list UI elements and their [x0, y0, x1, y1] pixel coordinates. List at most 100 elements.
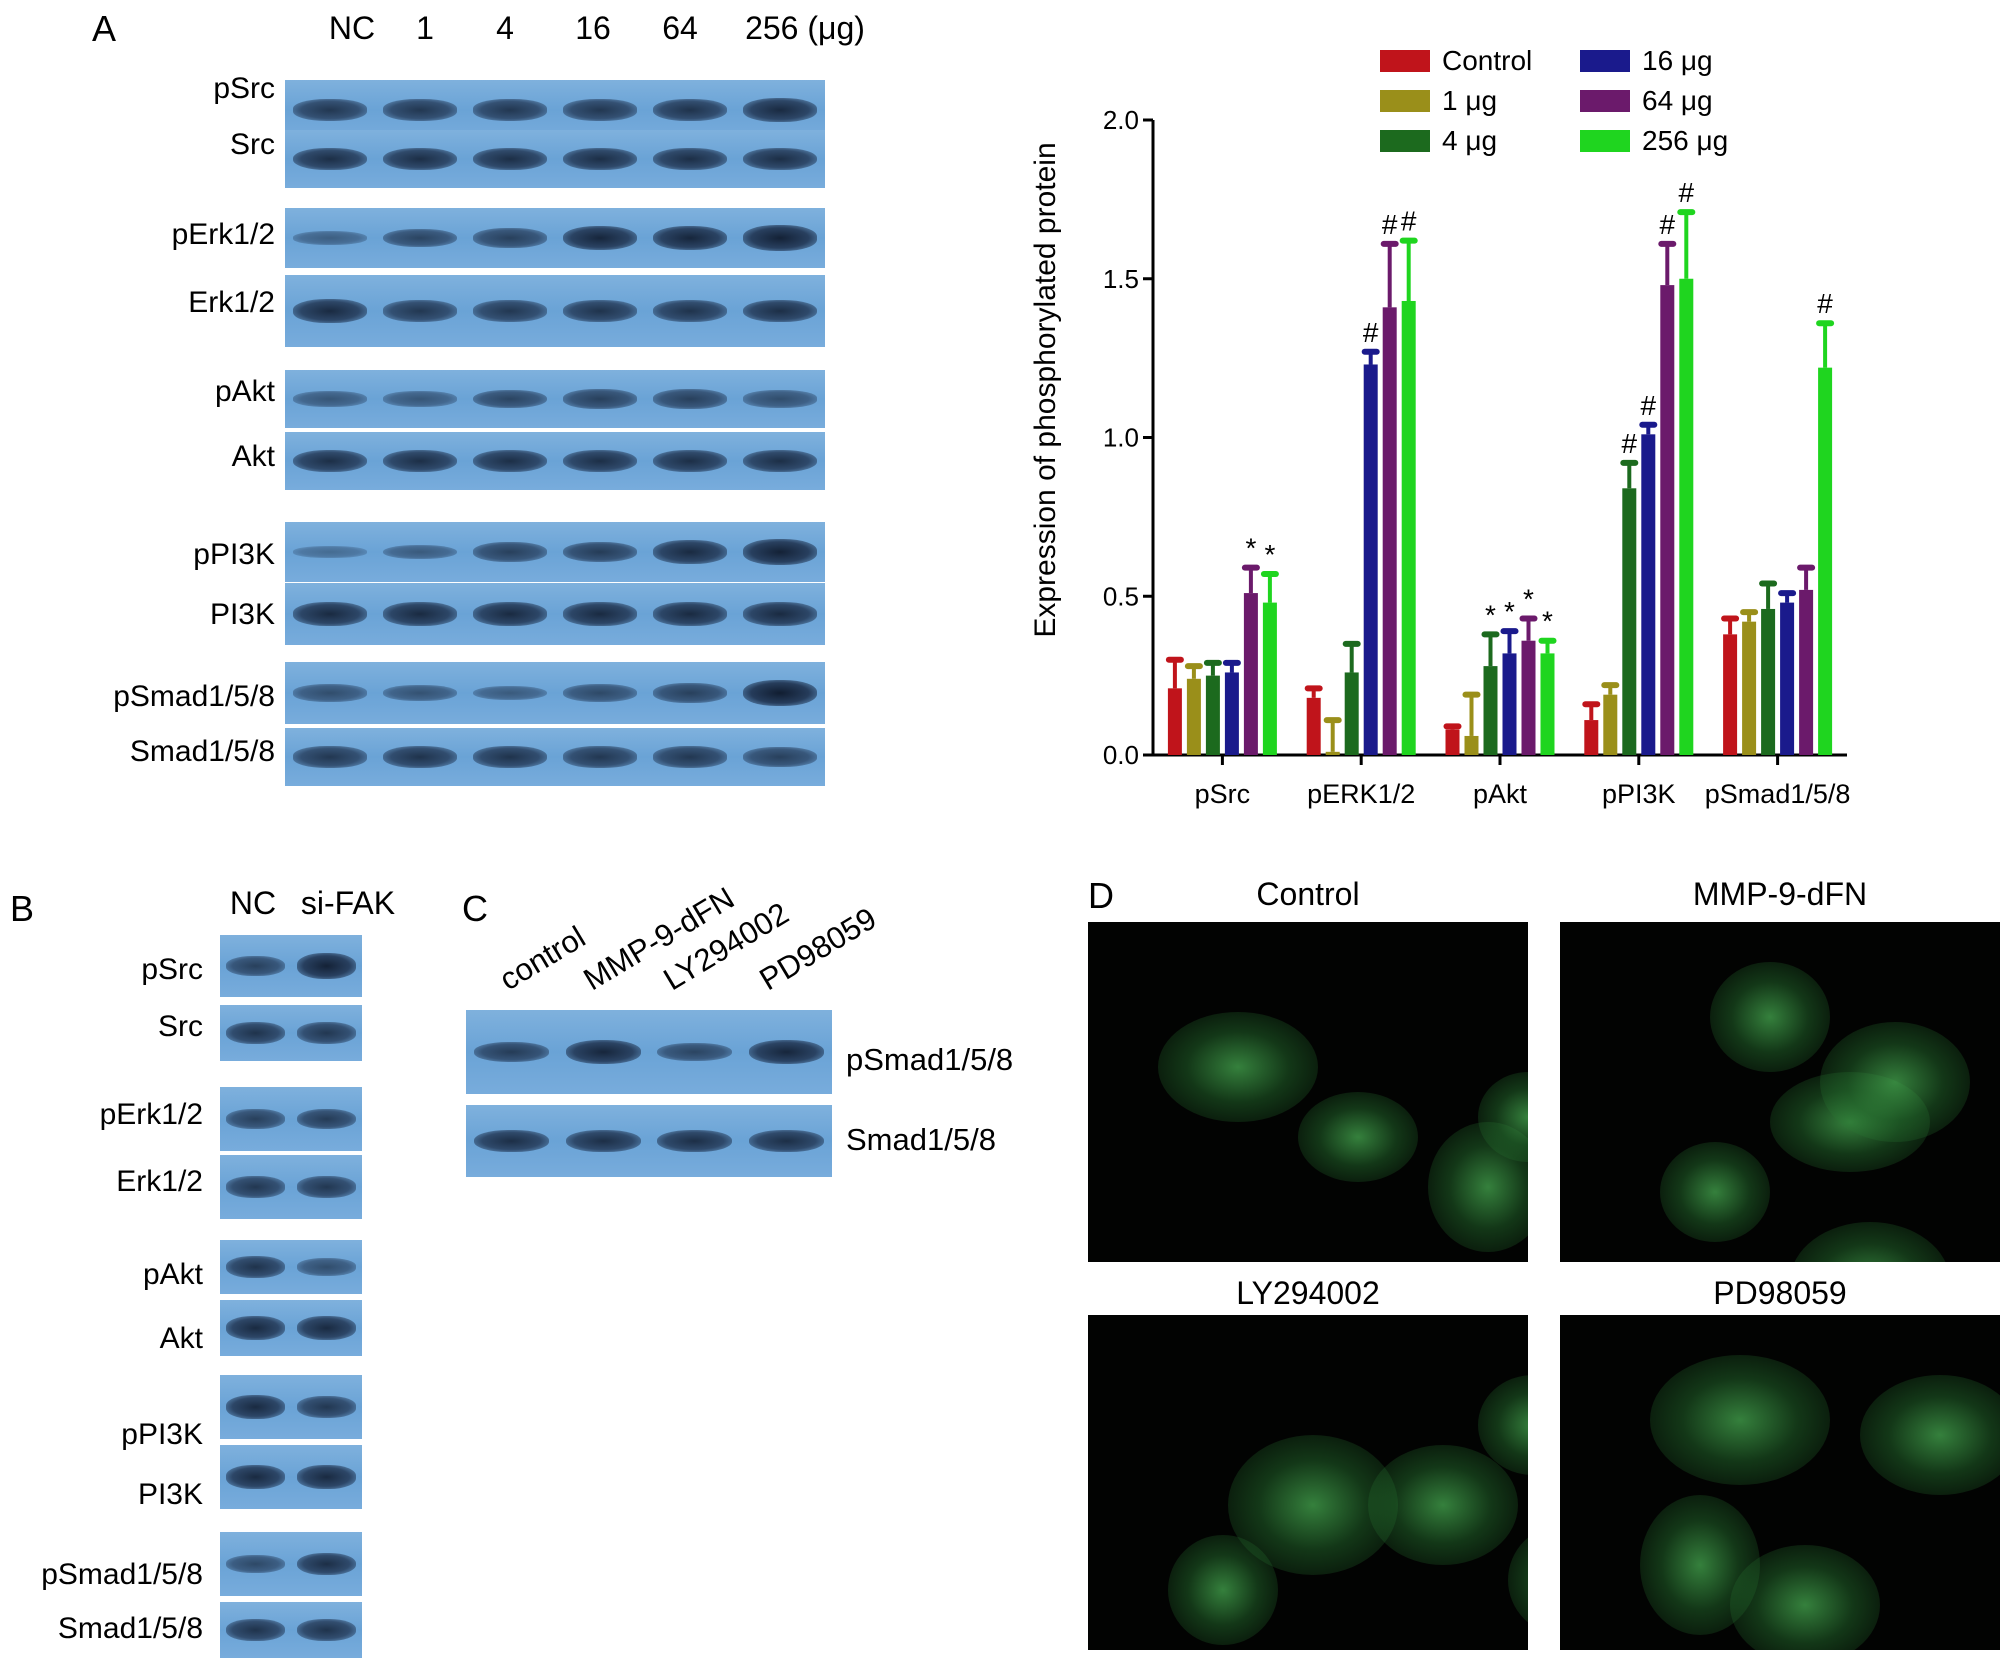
row-label: Erk1/2: [116, 1165, 203, 1198]
blot-band: [383, 544, 457, 560]
blot-band: [293, 449, 367, 473]
legend-swatch: [1580, 90, 1630, 112]
bar: [1584, 720, 1599, 755]
stained-cell: [1298, 1092, 1418, 1182]
blot-band: [383, 300, 457, 322]
blot-band: [226, 1316, 285, 1340]
blot-band: [226, 1619, 285, 1641]
stained-cell: [1820, 1022, 1970, 1142]
x-tick-label: pAkt: [1473, 779, 1528, 809]
stained-cell: [1660, 1142, 1770, 1242]
x-tick-label: pPI3K: [1602, 779, 1676, 809]
y-tick-label: 2.0: [1103, 105, 1139, 135]
blot-band: [473, 602, 547, 626]
bar: [1742, 621, 1757, 755]
blot-band: [226, 956, 285, 976]
blot-band: [743, 449, 817, 473]
blot-band: [563, 389, 637, 409]
lane-label: 16: [575, 10, 611, 46]
row-label: pSmad1/5/8: [846, 1042, 1014, 1077]
blot-strip: [220, 935, 362, 997]
blot-band: [653, 225, 727, 251]
legend-label: 256 μg: [1642, 125, 1728, 156]
fluorescence-image: [1560, 922, 2000, 1262]
panel-d-letter: D: [1088, 875, 1114, 916]
row-label: pSrc: [213, 72, 275, 105]
blot-band: [383, 746, 457, 768]
image-title: Control: [1256, 876, 1360, 912]
bar: [1243, 593, 1258, 755]
blot-band: [473, 542, 547, 562]
blot-band: [653, 683, 727, 703]
lane-label: si-FAK: [300, 885, 396, 921]
significance-mark: *: [1542, 606, 1553, 637]
blot-band: [563, 541, 637, 563]
blot-band: [293, 746, 367, 768]
significance-mark: *: [1504, 596, 1515, 627]
row-label: Akt: [231, 440, 275, 473]
blot-strip: [220, 1375, 362, 1439]
significance-mark: #: [1641, 390, 1657, 421]
bar: [1464, 735, 1479, 755]
blot-band: [743, 299, 817, 323]
blot-band: [474, 1041, 550, 1063]
blot-strip: [285, 583, 825, 645]
blot-band: [293, 684, 367, 702]
blot-band: [563, 147, 637, 171]
blot-band: [653, 389, 727, 409]
blot-band: [743, 680, 817, 706]
blot-band: [297, 1619, 356, 1641]
legend-label: Control: [1442, 45, 1532, 76]
stained-cell: [1508, 1525, 1528, 1635]
row-label: Smad1/5/8: [57, 1612, 203, 1645]
blot-band: [297, 1108, 356, 1130]
bar: [1401, 300, 1416, 755]
blot-band: [565, 1129, 641, 1153]
bar: [1363, 364, 1378, 755]
panel-b-letter: B: [10, 888, 35, 929]
fluorescence-image: [1088, 922, 1528, 1262]
legend-swatch: [1380, 90, 1430, 112]
bar: [1325, 751, 1340, 755]
blot-band: [473, 389, 547, 409]
blot-band: [565, 1039, 641, 1065]
legend-swatch: [1380, 130, 1430, 152]
blot-band: [563, 225, 637, 251]
blot-band: [653, 602, 727, 626]
row-label: pSmad1/5/8: [113, 680, 275, 713]
blot-band: [653, 147, 727, 171]
blot-band: [743, 98, 817, 122]
panel-a-letter: A: [92, 8, 117, 49]
significance-mark: #: [1660, 209, 1676, 240]
row-label: PI3K: [209, 598, 275, 631]
blot-strip: [285, 728, 825, 786]
blot-strip: [220, 1240, 362, 1294]
x-tick-label: pERK1/2: [1307, 779, 1415, 809]
lane-label: 64: [662, 10, 698, 46]
bar: [1660, 285, 1675, 755]
bar: [1205, 675, 1220, 755]
bar: [1344, 672, 1359, 755]
row-label: pSrc: [141, 953, 203, 986]
bar: [1540, 653, 1555, 755]
x-tick-label: pSmad1/5/8: [1705, 779, 1851, 809]
blot-strip: [285, 432, 825, 490]
blot-band: [657, 1129, 733, 1153]
row-label: pPI3K: [193, 538, 275, 571]
bar: [1521, 640, 1536, 755]
blot-band: [563, 449, 637, 473]
y-tick-label: 0.5: [1103, 581, 1139, 611]
blot-band: [563, 602, 637, 626]
chart-y-label: Expression of phosphorylated protein: [1029, 142, 1062, 637]
blot-strip: [220, 1300, 362, 1356]
blot-band: [653, 99, 727, 121]
blot-band: [293, 602, 367, 626]
image-title: PD98059: [1713, 1275, 1847, 1311]
stained-cell: [1730, 1545, 1880, 1650]
stained-cell: [1650, 1355, 1830, 1485]
blot-band: [743, 147, 817, 171]
legend-label: 1 μg: [1442, 85, 1497, 116]
blot-strip: [285, 208, 825, 268]
stained-cell: [1790, 1222, 1950, 1262]
stained-cell: [1168, 1535, 1278, 1645]
